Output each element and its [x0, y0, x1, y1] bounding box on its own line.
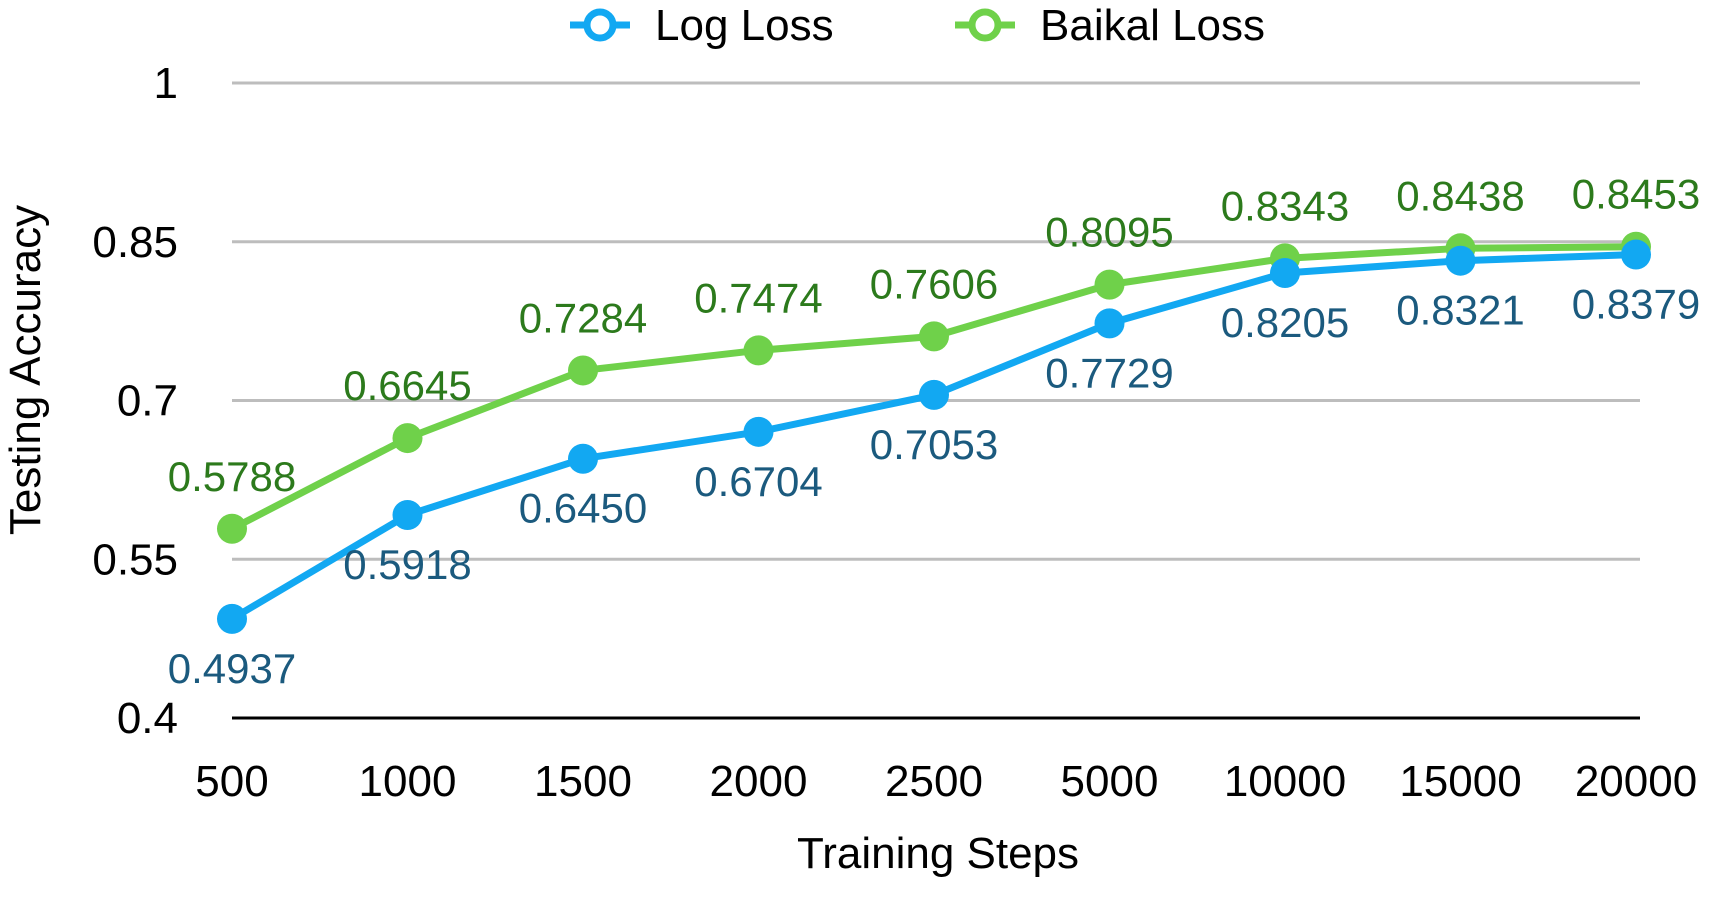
- data-point-log-loss: [568, 443, 598, 474]
- legend-label-baikal-loss: Baikal Loss: [1040, 1, 1265, 50]
- data-point-baikal-loss: [1094, 269, 1125, 300]
- data-point-baikal-loss: [568, 355, 598, 386]
- data-label-log-loss: 0.8205: [1221, 299, 1349, 346]
- y-tick-label: 0.55: [92, 535, 178, 584]
- data-label-baikal-loss: 0.8343: [1221, 182, 1349, 229]
- data-point-log-loss: [217, 603, 247, 634]
- x-tick-label: 2000: [710, 757, 808, 806]
- legend-item-baikal-loss: Baikal Loss: [955, 1, 1265, 50]
- y-axis-label: Testing Accuracy: [1, 205, 50, 535]
- data-label-log-loss: 0.7053: [870, 421, 998, 468]
- x-axis-ticks: 500 1000 1500 2000 2500 5000 10000 15000 20000: [195, 757, 1697, 806]
- data-label-baikal-loss: 0.8453: [1572, 171, 1700, 218]
- data-point-log-loss: [1621, 239, 1651, 270]
- data-point-baikal-loss: [392, 423, 423, 454]
- data-label-baikal-loss: 0.7606: [870, 260, 998, 307]
- y-tick-label: 0.4: [117, 694, 178, 743]
- legend-marker-baikal-loss: [968, 8, 1002, 42]
- legend-marker-log-loss: [583, 8, 617, 42]
- data-labels: 0.4937 0.5918 0.6450 0.6704 0.7053 0.7729 0.82…: [168, 171, 1700, 692]
- data-label-baikal-loss: 0.7284: [519, 294, 647, 341]
- y-tick-label: 0.7: [117, 377, 178, 426]
- data-label-baikal-loss: 0.8438: [1396, 172, 1524, 219]
- data-label-log-loss: 0.7729: [1045, 349, 1173, 396]
- y-axis-ticks: 0.4 0.55 0.7 0.85 1: [92, 59, 178, 743]
- x-tick-label: 5000: [1061, 757, 1159, 806]
- x-axis-label: Training Steps: [797, 829, 1079, 878]
- data-point-baikal-loss: [217, 513, 247, 544]
- x-tick-label: 20000: [1575, 757, 1697, 806]
- y-tick-label: 0.85: [92, 218, 178, 267]
- data-point-log-loss: [919, 379, 949, 410]
- data-label-baikal-loss: 0.6645: [343, 362, 471, 409]
- legend-label-log-loss: Log Loss: [655, 1, 834, 50]
- data-point-log-loss: [1094, 308, 1125, 339]
- data-label-log-loss: 0.6704: [694, 458, 822, 505]
- x-tick-label: 15000: [1399, 757, 1521, 806]
- data-point-baikal-loss: [743, 335, 774, 366]
- data-point-log-loss: [743, 416, 774, 447]
- y-tick-label: 1: [154, 59, 178, 108]
- x-tick-label: 2500: [885, 757, 983, 806]
- data-label-baikal-loss: 0.7474: [694, 274, 822, 321]
- data-label-log-loss: 0.4937: [168, 645, 296, 692]
- legend: Log Loss Baikal Loss: [570, 1, 1265, 50]
- data-point-log-loss: [392, 500, 423, 531]
- data-point-log-loss: [1270, 257, 1300, 288]
- x-tick-label: 10000: [1224, 757, 1346, 806]
- data-label-log-loss: 0.5918: [343, 541, 471, 588]
- data-point-baikal-loss: [919, 321, 949, 352]
- x-tick-label: 500: [195, 757, 268, 806]
- data-label-log-loss: 0.8379: [1572, 281, 1700, 328]
- x-tick-label: 1000: [359, 757, 457, 806]
- data-label-baikal-loss: 0.5788: [168, 453, 296, 500]
- series-points: [217, 231, 1651, 634]
- data-point-log-loss: [1445, 245, 1476, 276]
- data-label-log-loss: 0.8321: [1396, 287, 1524, 334]
- legend-item-log-loss: Log Loss: [570, 1, 834, 50]
- data-label-baikal-loss: 0.8095: [1045, 209, 1173, 256]
- x-tick-label: 1500: [534, 757, 632, 806]
- data-label-log-loss: 0.6450: [519, 485, 647, 532]
